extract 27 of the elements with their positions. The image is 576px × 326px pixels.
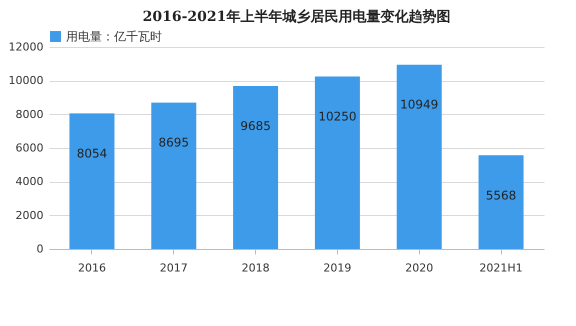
chart-title: 2016-2021年上半年城乡居民用电量变化趋势图 xyxy=(142,8,450,25)
bar xyxy=(69,113,114,249)
y-tick-label: 10000 xyxy=(8,74,44,88)
x-tick-label: 2018 xyxy=(242,262,270,274)
x-tick-label: 2016 xyxy=(78,262,106,274)
y-tick-label: 6000 xyxy=(16,142,44,154)
y-tick-label: 8000 xyxy=(16,108,44,121)
bar xyxy=(233,86,278,249)
y-tick-label: 2000 xyxy=(16,208,44,222)
data-label: 9685 xyxy=(240,118,271,133)
bar xyxy=(314,76,360,249)
legend-label: 用电量：亿千瓦时 xyxy=(66,30,162,44)
x-tick-label: 2017 xyxy=(160,262,188,274)
data-label: 10949 xyxy=(400,98,438,112)
bar xyxy=(396,64,442,249)
data-label: 8695 xyxy=(158,136,190,150)
data-label: 8054 xyxy=(76,146,108,160)
data-label: 10250 xyxy=(318,109,357,124)
y-tick-label: 12000 xyxy=(8,40,44,54)
x-tick-label: 2021H1 xyxy=(479,262,523,274)
y-tick-label: 4000 xyxy=(16,175,44,188)
bar xyxy=(478,155,524,249)
data-label: 5568 xyxy=(486,188,516,202)
x-tick-label: 2020 xyxy=(405,262,434,274)
x-tick-label: 2019 xyxy=(323,262,352,274)
bar xyxy=(151,102,196,249)
y-tick-label: 0 xyxy=(36,242,44,256)
